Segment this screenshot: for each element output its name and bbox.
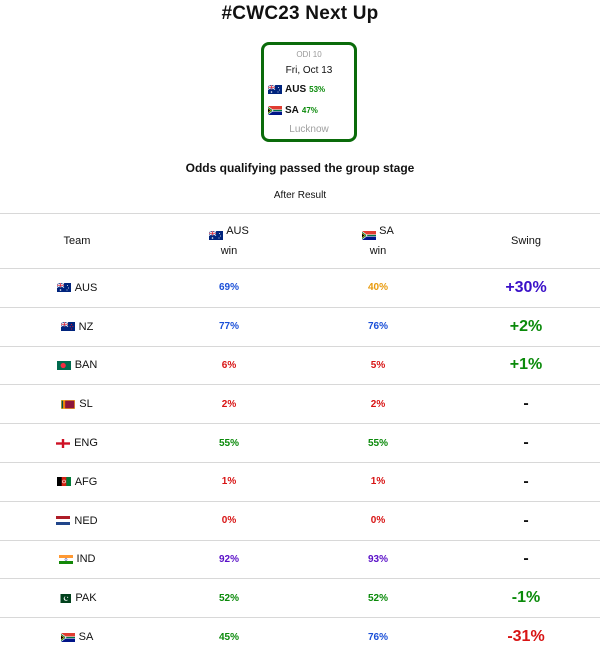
team-name: SA [78,631,94,644]
south-africa-flag-icon [60,632,75,642]
scenario-b-odds: 1% [370,476,386,488]
team-name: AFG [74,475,98,488]
team-cell: ENG [0,424,154,463]
scenario-a-odds: 92% [218,553,239,565]
afghanistan-flag-icon [56,477,71,487]
table-row: PAK 52% 52% -1% [0,579,600,618]
table-row: AFG 1% 1% - [0,462,600,502]
team-cell: NZ [0,307,154,346]
bangladesh-flag-icon [56,360,71,370]
scenario-b-odds: 52% [367,592,388,604]
scenario-a-odds: 69% [218,282,239,294]
swing-value: +30% [505,278,547,296]
table-row: ENG 55% 55% - [0,424,600,463]
swing-value: - [523,550,529,568]
team-name: NED [74,514,98,527]
australia-flag-icon [56,282,71,293]
scenario-b-odds: 40% [367,282,388,294]
match-code: ODI 10 [296,50,322,59]
page-title: #CWC23 Next Up [221,3,379,24]
india-flag-icon [58,554,73,564]
team-name: SL [79,398,93,411]
pakistan-flag-icon [57,593,72,603]
table-row: BAN 6% 5% +1% [0,346,600,385]
scenario-a-odds: 45% [218,631,239,643]
team-name: NZ [78,320,94,333]
table-body: AUS 69% 40% +30% NZ 77% 76% +2% BAN 6% 5% +1% SL 2% 2%… [0,269,600,655]
australia-flag-icon [208,227,224,240]
scenario-a-odds: 6% [221,359,237,371]
team-name: ENG [74,437,98,450]
swing-value: -1% [511,589,541,607]
header-scenario-b-label: win [369,245,387,257]
team-cell: SL [0,385,154,424]
scenario-b-odds: 55% [367,437,388,449]
team-name: IND [76,553,96,566]
swing-value: +2% [509,317,543,335]
team-cell: BAN [0,346,154,385]
scenario-a-odds: 52% [218,592,239,604]
table-row: IND 92% 93% - [0,540,600,579]
match-team-1: AUS 53% [267,84,326,95]
header-scenario-a-label: win [220,245,238,257]
qualification-table: Team AUS win SA win [0,213,600,655]
scenario-a-odds: 2% [221,398,237,410]
south-africa-flag-icon [362,227,377,240]
header-scenario-a: AUS win [154,214,304,269]
header-scenario-b-team: SA [379,225,394,237]
swing-value: - [523,511,529,529]
header-swing: Swing [511,235,541,247]
after-result-label: After Result [273,190,327,201]
scenario-b-odds: 76% [367,321,388,333]
australia-flag-icon [267,84,282,94]
match-team-1-name: AUS [285,84,307,95]
table-row: SA 45% 76% -31% [0,618,600,655]
match-date: Fri, Oct 13 [285,65,333,76]
scenario-b-odds: 76% [367,631,388,643]
south-africa-flag-icon [268,106,282,115]
table-row: NZ 77% 76% +2% [0,307,600,347]
match-team-2-odds: 47% [301,106,318,115]
match-team-2-name: SA [285,105,299,116]
match-venue: Lucknow [289,124,329,135]
scenario-a-odds: 0% [221,515,237,527]
table-row: AUS 69% 40% +30% [0,269,600,308]
scenario-a-odds: 55% [218,437,239,449]
scenario-a-odds: 77% [218,321,239,333]
scenario-b-odds: 93% [367,553,388,565]
swing-value: -31% [507,628,545,646]
table-row: SL 2% 2% - [0,385,600,424]
team-name: BAN [74,359,98,372]
team-cell: IND [0,540,154,579]
scenario-b-odds: 2% [370,398,386,410]
england-flag-icon [56,438,71,448]
table-row: NED 0% 0% - [0,501,600,541]
team-name: AUS [74,281,98,294]
team-cell: NED [0,501,154,540]
header-scenario-a-team: AUS [226,225,249,237]
scenario-b-odds: 0% [370,515,386,527]
match-team-1-odds: 53% [309,85,326,94]
netherlands-flag-icon [56,516,71,526]
table-header-row: Team AUS win SA win [0,213,600,269]
swing-value: +1% [509,356,543,374]
sri-lanka-flag-icon [61,399,76,409]
new-zealand-flag-icon [60,321,75,332]
team-cell: AFG [0,462,154,501]
team-cell: PAK [0,579,154,618]
scenario-b-odds: 5% [370,359,386,371]
team-cell: AUS [0,269,154,308]
swing-value: - [523,434,529,452]
header-team: Team [63,235,91,247]
swing-value: - [523,472,529,490]
match-card[interactable]: ODI 10 Fri, Oct 13 AUS 53% SA 47% Luckno… [261,42,357,142]
section-subtitle: Odds qualifying passed the group stage [185,161,415,175]
scenario-a-odds: 1% [221,476,237,488]
header-scenario-b: SA win [304,214,452,269]
team-cell: SA [0,618,154,655]
swing-value: - [523,395,529,413]
team-name: PAK [75,592,97,605]
match-team-2: SA 47% [268,105,318,116]
